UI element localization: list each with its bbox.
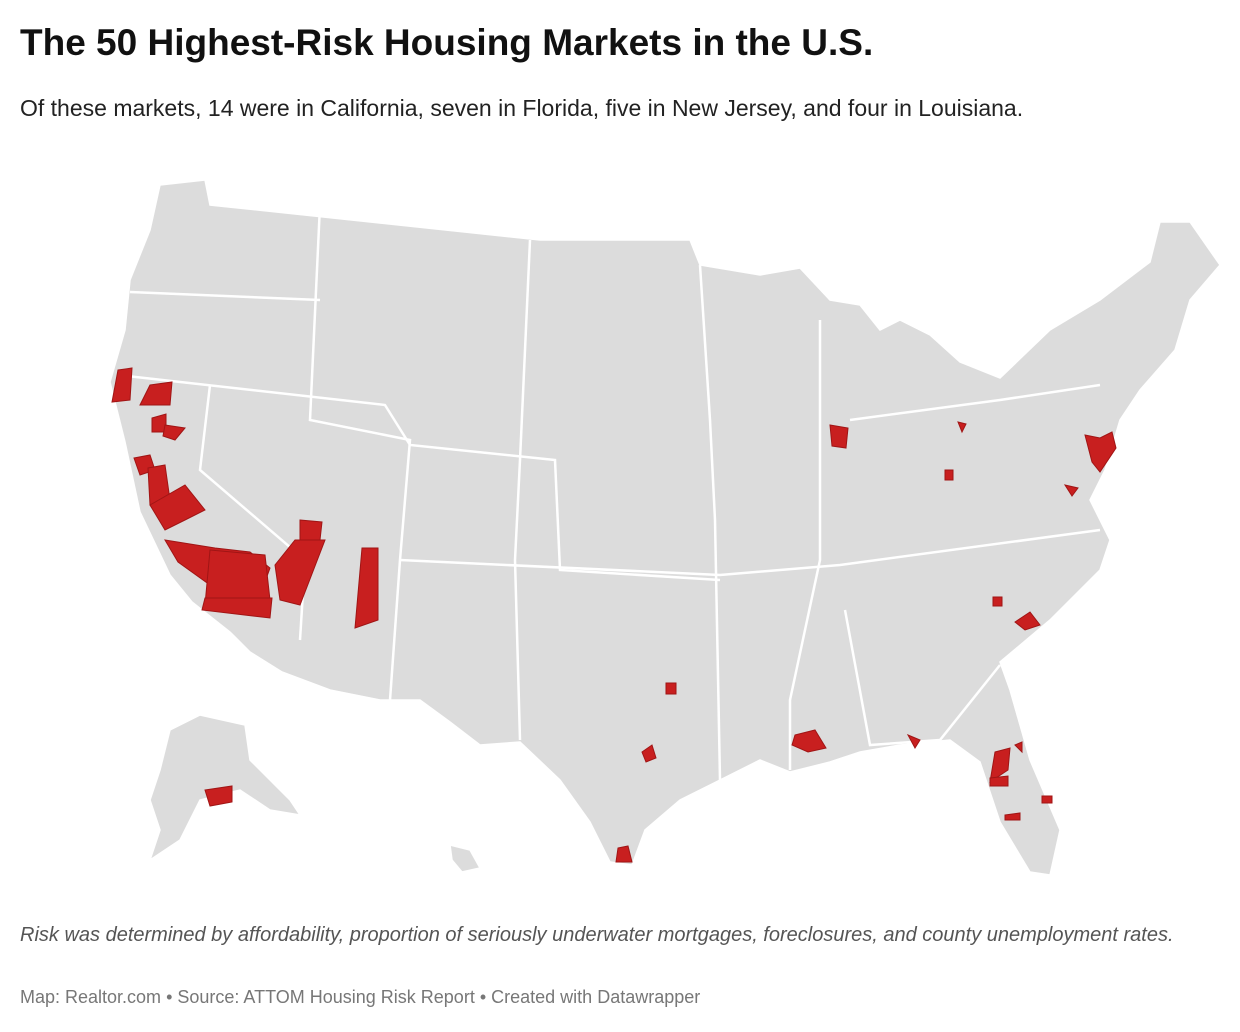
risk-county: [989, 775, 1009, 787]
risk-county: [1004, 812, 1021, 821]
state-border: [788, 320, 822, 770]
risk-county: [149, 484, 206, 531]
us-map: [109, 179, 1221, 876]
state-border: [399, 528, 1101, 577]
risk-county: [944, 469, 954, 481]
state-border: [198, 384, 307, 641]
footer: Map: Realtor.com • Source: ATTOM Housing…: [20, 987, 701, 1007]
high-risk-counties: [111, 367, 1117, 863]
footer-map: Map: Realtor.com: [20, 987, 162, 1007]
risk-county: [1014, 611, 1041, 631]
risk-county: [139, 381, 173, 406]
risk-county: [906, 733, 921, 749]
risk-county: [641, 744, 657, 763]
title: The 50 Highest-Risk Housing Markets in t…: [20, 22, 874, 63]
state-border: [843, 609, 1001, 747]
risk-county: [1084, 431, 1117, 473]
risk-county: [615, 845, 633, 863]
risk-county: [354, 547, 379, 629]
risk-county: [204, 549, 271, 606]
contiguous-us: [109, 179, 1221, 876]
state-border: [117, 373, 721, 582]
risk-county: [1041, 795, 1053, 804]
risk-county: [1014, 741, 1023, 754]
state-border: [513, 239, 532, 741]
state-border: [308, 204, 412, 701]
state-border: [698, 264, 722, 781]
risk-county: [111, 367, 133, 403]
footer-credit: Created with Datawrapper: [491, 987, 701, 1007]
risk-county: [274, 539, 326, 606]
state-border: [129, 290, 321, 302]
risk-county: [299, 519, 323, 541]
subtitle: Of these markets, 14 were in California,…: [20, 95, 1024, 121]
notes: Risk was determined by affordability, pr…: [20, 924, 1174, 946]
risk-county: [791, 729, 827, 753]
risk-county: [829, 424, 849, 449]
state-border: [849, 383, 1101, 422]
footer-source: Source: ATTOM Housing Risk Report: [177, 987, 475, 1007]
risk-county: [204, 785, 233, 807]
risk-county: [201, 597, 273, 619]
risk-county: [989, 747, 1011, 784]
hawaii: [449, 844, 482, 873]
risk-county: [1063, 484, 1079, 497]
risk-county: [992, 596, 1003, 607]
risk-county: [665, 682, 677, 695]
risk-county: [162, 424, 186, 441]
risk-county: [957, 421, 967, 434]
